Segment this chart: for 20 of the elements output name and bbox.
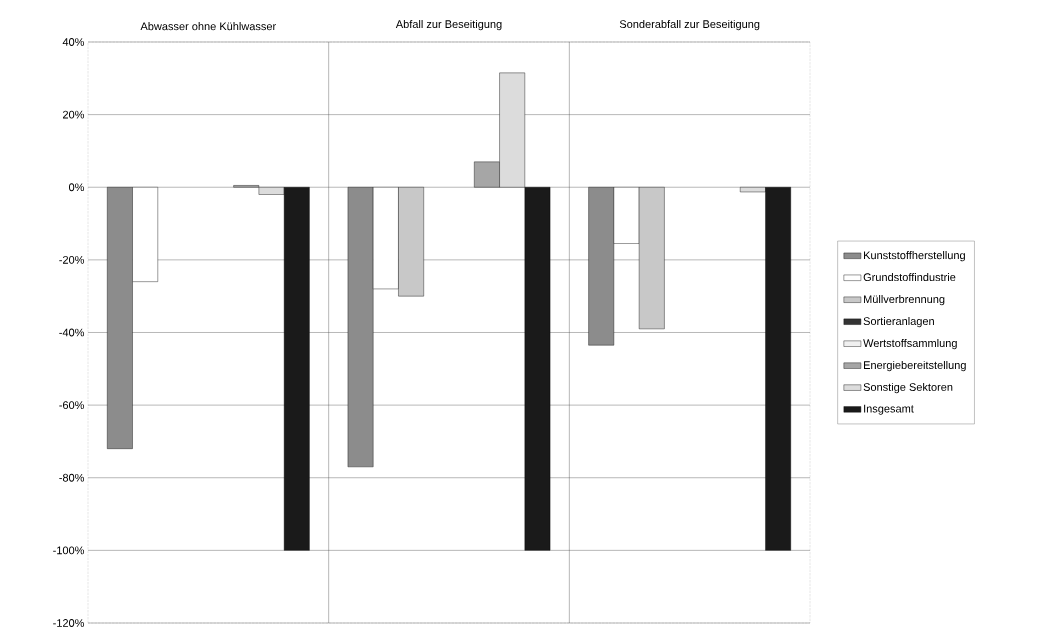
legend-label: Sortieranlagen [863,316,934,328]
x-tick-label: Sonderabfall zur Beseitigung [619,19,760,31]
legend-label: Energiebereitstellung [864,360,966,372]
y-tick-label: -120% [53,619,85,627]
x-tick-label: Abfall zur Beseitigung [395,19,502,31]
y-tick-label: -80% [59,473,85,482]
x-tick-label: Abwasser ohne Kühlwasser [140,22,276,31]
y-tick-label: -40% [59,328,85,337]
legend-label: Insgesamt [864,404,914,415]
legend-label: Grundstoffindustrie [863,273,956,282]
legend-label: Sonstige Sektoren [863,382,953,394]
legend-label: Müllverbrennung [864,295,945,306]
legend-label: Kunststoffherstellung [864,251,965,262]
legend-label: Wertstoffsammlung [863,338,957,350]
y-tick-label: -20% [59,255,85,264]
y-tick-label: -100% [53,546,85,555]
y-tick-label: -60% [59,401,85,410]
y-tick-label: 20% [63,110,85,119]
y-tick-label: 0% [68,183,85,192]
y-tick-label: 40% [62,38,85,46]
